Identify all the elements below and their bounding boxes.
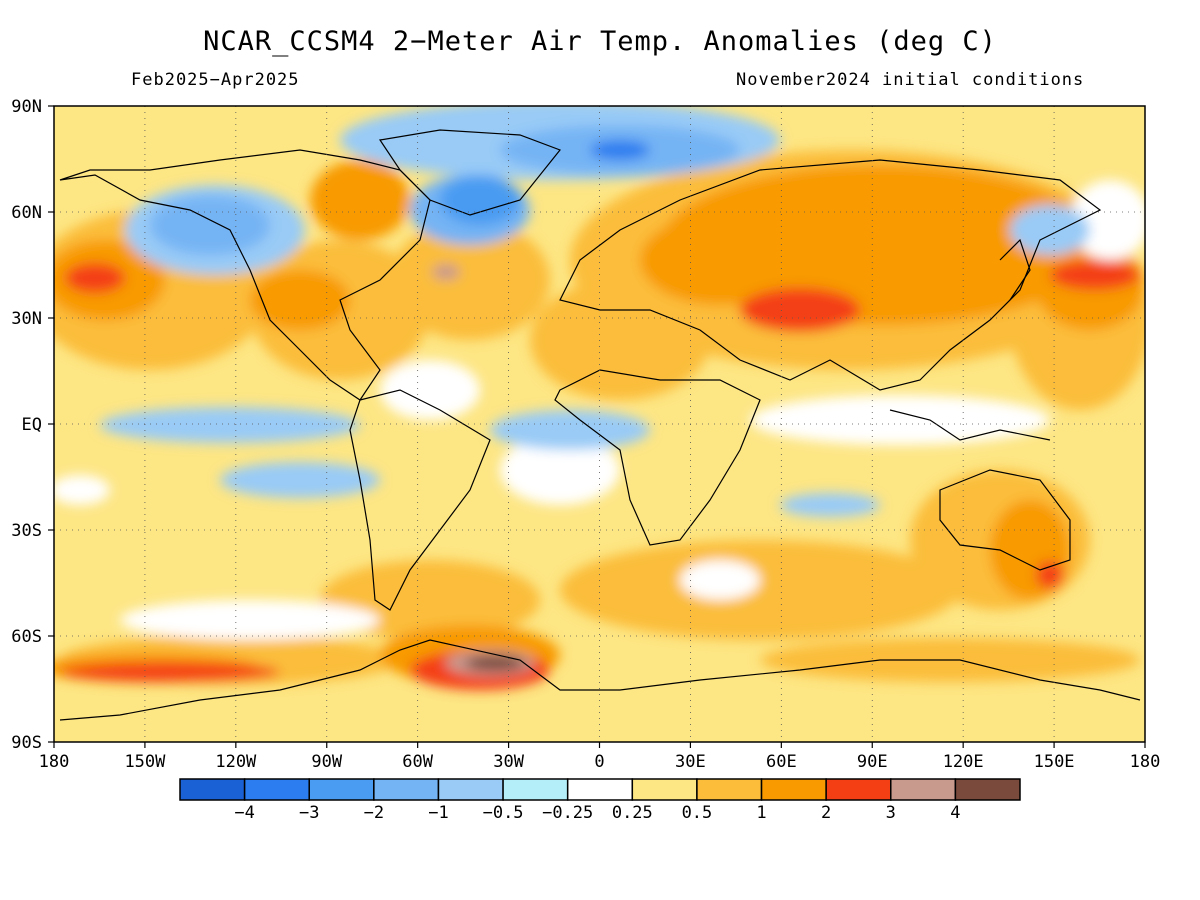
lat-label: 60S: [11, 627, 42, 647]
lon-label: 180: [39, 752, 70, 772]
lat-label: EQ: [22, 415, 42, 435]
lat-label: 30S: [11, 521, 42, 541]
colorbar-label: 4: [950, 803, 960, 823]
colorbar-label: −0.5: [483, 803, 524, 823]
colorbar-label: −2: [364, 803, 384, 823]
lon-label: 30E: [675, 752, 706, 772]
coastlines: [59, 129, 1141, 721]
lon-label: 150W: [124, 752, 166, 772]
colorbar-swatch: [696, 778, 763, 801]
lon-label: 90W: [311, 752, 342, 772]
lon-label: 60W: [402, 752, 433, 772]
colorbar-swatch: [437, 778, 504, 801]
lon-label: 120W: [215, 752, 257, 772]
colorbar-swatch: [566, 778, 634, 801]
colorbar-swatch: [760, 778, 827, 801]
colorbar-label: 1: [756, 803, 766, 823]
colorbar-swatch: [825, 778, 892, 801]
lon-label: 60E: [766, 752, 797, 772]
lat-label: 60N: [11, 203, 42, 223]
lon-label: 0: [594, 752, 604, 772]
colorbar-swatch: [631, 778, 698, 801]
anomaly-field: [54, 106, 1145, 742]
colorbar-swatch: [954, 778, 1021, 801]
colorbar-label: 2: [821, 803, 831, 823]
lat-label: 90N: [11, 97, 42, 117]
lon-label: 120E: [943, 752, 984, 772]
colorbar-label: −0.25: [542, 803, 593, 823]
colorbar-swatch: [179, 778, 246, 801]
colorbar-swatch: [373, 778, 440, 801]
colorbar-swatch: [243, 778, 310, 801]
colorbar-label: 0.25: [612, 803, 653, 823]
lon-label: 30W: [493, 752, 524, 772]
colorbar-swatch: [890, 778, 957, 801]
colorbar: −4 −3 −2 −1 −0.5 −0.25 0.25 0.5 1 2 3 4: [179, 778, 1021, 823]
colorbar-label: 3: [886, 803, 896, 823]
lat-label: 90S: [11, 733, 42, 753]
colorbar-label: −3: [299, 803, 319, 823]
forecast-period: Feb2025−Apr2025: [131, 70, 300, 90]
colorbar-swatch: [308, 778, 375, 801]
lon-label: 90E: [857, 752, 888, 772]
colorbar-label: −4: [234, 803, 254, 823]
colorbar-swatch: [502, 778, 569, 801]
map-title: NCAR_CCSM4 2−Meter Air Temp. Anomalies (…: [203, 26, 997, 57]
colorbar-label: −1: [428, 803, 448, 823]
lon-label: 150E: [1034, 752, 1075, 772]
lon-label: 180: [1130, 752, 1161, 772]
lat-label: 30N: [11, 309, 42, 329]
gridlines: [54, 106, 1145, 742]
initial-conditions-label: November2024 initial conditions: [736, 70, 1085, 90]
colorbar-label: 0.5: [682, 803, 713, 823]
